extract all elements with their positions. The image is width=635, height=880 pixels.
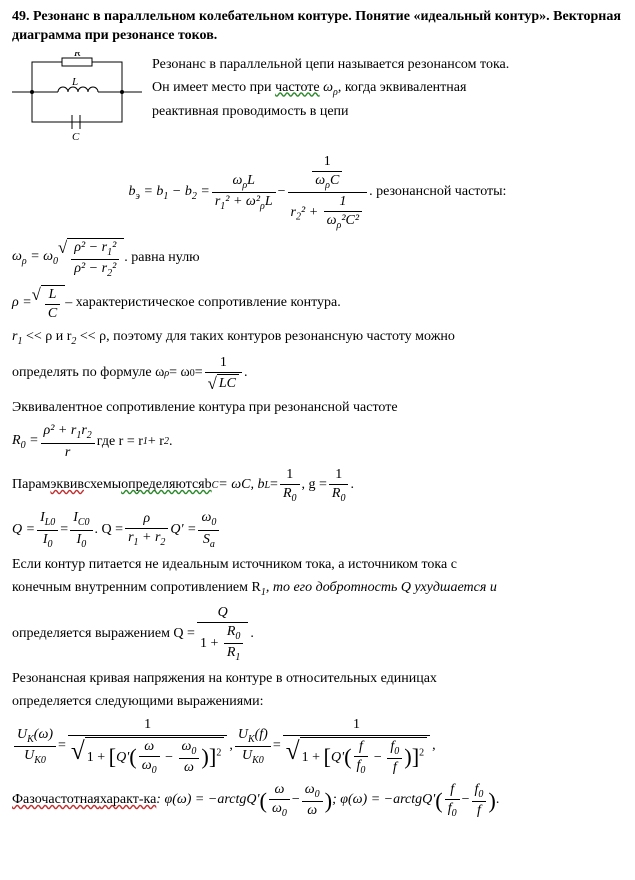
eq-res-line: Эквивалентное сопротивление контура при …: [12, 399, 623, 418]
intro-line-3: реактивная проводимость в цепи: [152, 103, 509, 122]
intro-text: Резонанс в параллельной цепи называется …: [152, 52, 509, 126]
formula-b: bэ = b1 − b2 = ωρL r1² + ω²ρL − 1 ωρC r2…: [12, 154, 623, 232]
source-line3: определяется выражением Q = Q 1 + R0R1 .: [12, 605, 623, 664]
source-line2: конечным внутренним сопротивлением R1, т…: [12, 579, 623, 599]
circuit-label-R: R: [73, 52, 81, 59]
sqrt-LC: √ LC: [32, 285, 66, 322]
minus: −: [278, 183, 286, 202]
reskr-line2: определяется следующими выражениями:: [12, 693, 623, 712]
intro-line-1: Резонанс в параллельной цепи называется …: [152, 56, 509, 75]
rho-trail: – характеристическое сопротивление конту…: [65, 294, 341, 313]
wp-trail: . равна нулю: [124, 249, 199, 268]
formula-UK: UK(ω) UK0 = 1 √ 1 + [Q'(ωω0 − ω0ω)]2 , U…: [12, 717, 623, 775]
formula-omega-rho: ωρ = ω0 √ ρ² − r1² ρ² − r2² . равна нулю: [12, 238, 623, 280]
r-cond-line1: r1 << ρ и r2 << ρ, поэтому для таких кон…: [12, 328, 623, 348]
b-frac2: 1 ωρC r2² + 1 ωρ²C²: [288, 154, 368, 232]
t: Он имеет место при: [152, 80, 275, 95]
b-trail: . резонансной частоты:: [369, 183, 506, 202]
uk-rhs-omega: 1 √ 1 + [Q'(ωω0 − ω0ω)]2: [68, 717, 227, 775]
params-line: Парам эквив схемы определяютсяbC = ωC, b…: [12, 467, 623, 504]
one-over-sqrtLC: 1 √LC: [205, 355, 242, 393]
circuit-label-C: C: [72, 131, 80, 143]
uk-rhs-f: 1 √ 1 + [Q'(ff0 − f0f)]2: [283, 717, 430, 775]
sqrt-ratio: √ ρ² − r1² ρ² − r2²: [58, 238, 124, 280]
uk-lhs-f: UK(f) UK0: [235, 727, 271, 767]
r-cond-line2: определять по формуле ωρ = ω0 = 1 √LC .: [12, 355, 623, 393]
intro-line-2: Он имеет место при частоте ωρ, когда экв…: [152, 79, 509, 99]
omega-rho-sym: ωρ: [320, 80, 338, 95]
formula-Q: Q = IL0I0 = IC0I0 . Q = ρr1 + r2 Q' = ω0…: [12, 510, 623, 550]
b-lhs: bэ = b1 − b2 =: [129, 183, 210, 203]
question-title: 49. Резонанс в параллельном колебательно…: [12, 8, 623, 46]
rho-lhs: ρ =: [12, 294, 32, 313]
circuit-diagram: R L C: [12, 52, 142, 148]
circuit-label-L: L: [71, 76, 78, 88]
t: , когда эквивалентная: [338, 80, 467, 95]
Q-degraded: Q 1 + R0R1: [197, 605, 248, 664]
t-sq: частоте: [275, 80, 320, 95]
source-line1: Если контур питается не идеальным источн…: [12, 556, 623, 575]
intro-row: R L C Резонанс в параллельной цепи назыв…: [12, 52, 623, 148]
b-frac1: ωρL r1² + ω²ρL: [212, 173, 276, 213]
formula-rho: ρ = √ LC – характеристическое сопротивле…: [12, 285, 623, 322]
phase-line: Фазочастотная характ-ка: φ(ω) = −arctgQ'…: [12, 782, 623, 819]
uk-lhs-omega: UK(ω) UK0: [14, 727, 56, 767]
reskr-line1: Резонансная кривая напряжения на контуре…: [12, 670, 623, 689]
formula-R0: R0 = ρ² + r1r2 r где r = r1 + r2.: [12, 423, 623, 460]
